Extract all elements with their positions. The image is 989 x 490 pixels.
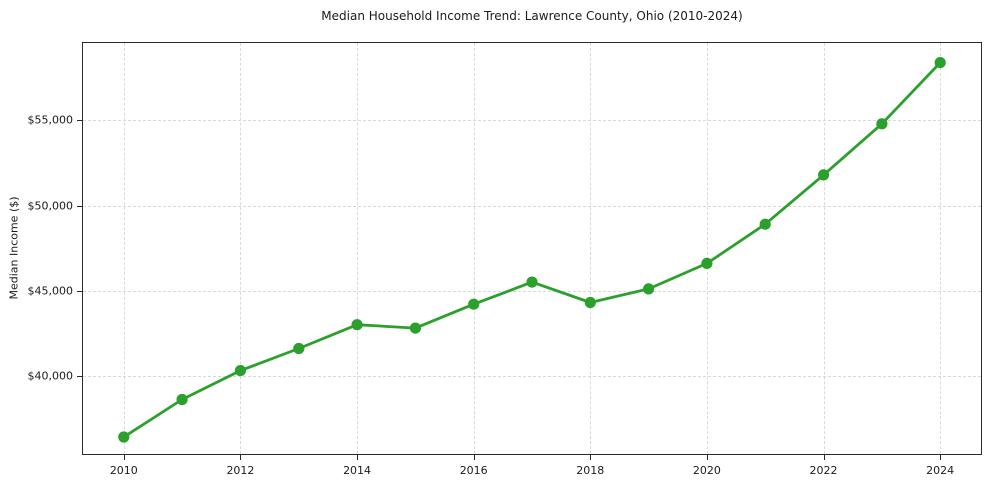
data-point-2013 bbox=[293, 342, 305, 355]
data-point-2014 bbox=[351, 319, 363, 331]
v-gridline bbox=[706, 43, 708, 454]
data-point-2017 bbox=[526, 276, 538, 288]
data-point-2022 bbox=[818, 169, 830, 181]
x-tick bbox=[357, 455, 359, 460]
x-tick-label: 2014 bbox=[343, 464, 372, 477]
data-point-2015 bbox=[409, 322, 421, 334]
x-tick bbox=[706, 455, 708, 460]
v-gridline bbox=[940, 43, 942, 454]
v-gridline bbox=[357, 43, 359, 454]
v-gridline bbox=[473, 43, 475, 454]
line-chart-canvas bbox=[118, 57, 946, 443]
data-point-2011 bbox=[176, 393, 188, 406]
v-gridline bbox=[590, 43, 592, 454]
data-point-2010 bbox=[118, 431, 130, 443]
income-trend-line bbox=[122, 61, 942, 439]
plot-area bbox=[82, 42, 982, 455]
y-tick bbox=[77, 375, 82, 377]
x-tick bbox=[473, 455, 475, 460]
x-tick-label: 2024 bbox=[926, 464, 955, 477]
x-tick bbox=[823, 455, 825, 460]
chart-title: Median Household Income Trend: Lawrence … bbox=[321, 9, 743, 23]
y-tick bbox=[77, 290, 82, 292]
h-gridline bbox=[83, 290, 981, 292]
x-tick bbox=[123, 455, 125, 460]
data-point-2016 bbox=[468, 298, 480, 310]
x-tick bbox=[590, 455, 592, 460]
y-tick-label: $50,000 bbox=[27, 199, 74, 213]
data-point-2024 bbox=[934, 57, 946, 69]
x-tick-label: 2022 bbox=[809, 464, 838, 477]
x-tick-label: 2012 bbox=[226, 464, 255, 477]
x-tick-label: 2020 bbox=[692, 464, 721, 477]
h-gridline bbox=[83, 120, 981, 122]
y-tick-label: $45,000 bbox=[27, 284, 74, 298]
x-tick-label: 2016 bbox=[459, 464, 488, 477]
data-point-2021 bbox=[759, 218, 771, 230]
v-gridline bbox=[240, 43, 242, 454]
data-point-2019 bbox=[643, 283, 655, 295]
x-tick bbox=[940, 455, 942, 460]
x-tick bbox=[240, 455, 242, 460]
y-tick-label: $40,000 bbox=[27, 369, 74, 383]
x-tick-label: 2018 bbox=[576, 464, 605, 477]
v-gridline bbox=[823, 43, 825, 454]
data-point-2018 bbox=[584, 296, 596, 309]
data-point-2023 bbox=[876, 118, 888, 130]
y-tick bbox=[77, 205, 82, 207]
h-gridline bbox=[83, 205, 981, 207]
h-gridline bbox=[83, 375, 981, 377]
v-gridline bbox=[123, 43, 125, 454]
data-point-2012 bbox=[234, 365, 246, 377]
y-tick-label: $55,000 bbox=[27, 113, 74, 127]
data-point-2020 bbox=[701, 257, 713, 269]
y-tick bbox=[77, 120, 82, 122]
x-tick-label: 2010 bbox=[109, 464, 138, 477]
